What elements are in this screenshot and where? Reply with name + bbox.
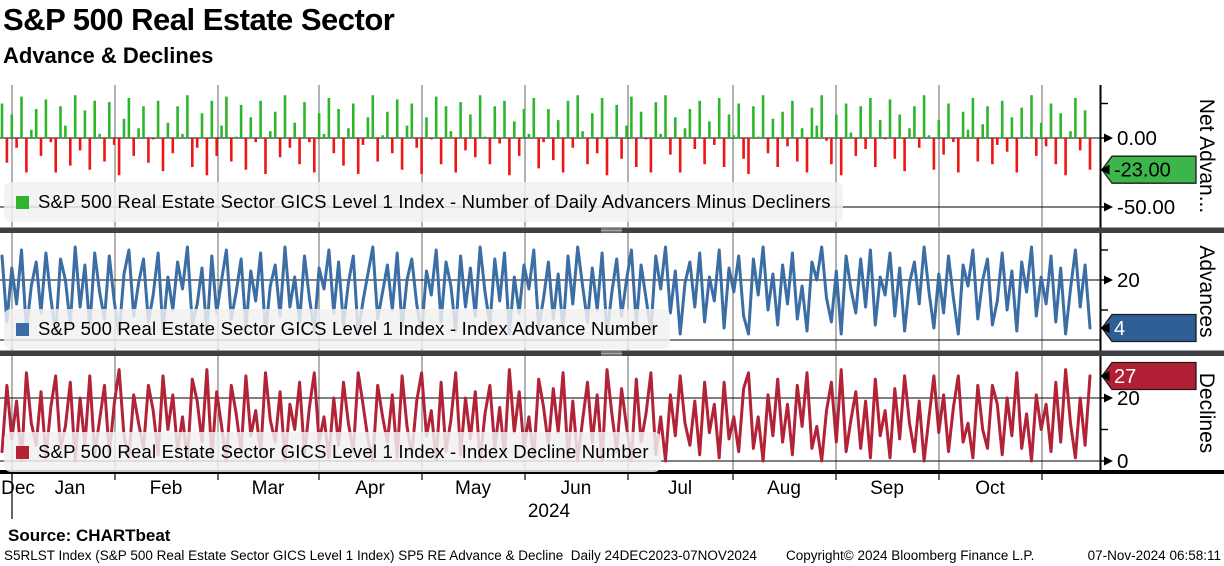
svg-text:Dec: Dec xyxy=(1,478,35,499)
svg-text:-23.00: -23.00 xyxy=(1114,160,1171,182)
svg-text:Jul: Jul xyxy=(668,478,692,499)
svg-text:Feb: Feb xyxy=(150,478,183,499)
page-subtitle: Advance & Declines xyxy=(3,43,214,68)
page-title: S&P 500 Real Estate Sector xyxy=(3,2,395,37)
panel-separator-0[interactable] xyxy=(0,227,1224,234)
legend-net-advancers[interactable]: S&P 500 Real Estate Sector GICS Level 1 … xyxy=(4,182,843,222)
svg-text:Jan: Jan xyxy=(55,478,86,499)
svg-text:27: 27 xyxy=(1114,366,1136,388)
footer-bar: S5RLST Index (S&P 500 Real Estate Sector… xyxy=(0,546,1224,566)
svg-text:Apr: Apr xyxy=(355,478,385,499)
svg-text:0: 0 xyxy=(1117,450,1128,473)
footer-instrument: S5RLST Index (S&P 500 Real Estate Sector… xyxy=(4,548,757,563)
last-value-badge-1: 4 xyxy=(1100,313,1197,343)
svg-text:Aug: Aug xyxy=(767,478,801,499)
net-advancers-bars xyxy=(0,95,1092,176)
svg-text:Oct: Oct xyxy=(975,478,1005,499)
legend-label-net: S&P 500 Real Estate Sector GICS Level 1 … xyxy=(38,191,831,212)
year-label: 2024 xyxy=(528,501,571,522)
declines-line xyxy=(0,368,1092,463)
legend-label-declines: S&P 500 Real Estate Sector GICS Level 1 … xyxy=(38,441,649,462)
legend-declines[interactable]: S&P 500 Real Estate Sector GICS Level 1 … xyxy=(4,432,661,472)
source-label: Source: CHARTbeat xyxy=(8,526,171,545)
x-axis-line xyxy=(0,470,1224,474)
svg-text:Sep: Sep xyxy=(870,478,904,499)
footer-datetime: 07-Nov-2024 06:58:11 xyxy=(1087,548,1221,563)
svg-text:0.00: 0.00 xyxy=(1117,127,1157,150)
svg-text:-50.00: -50.00 xyxy=(1117,196,1175,219)
chart-area: 0.00 -50.00 20 20 0 Dec Jan Feb Mar Apr May Jun Jul A… xyxy=(0,80,1224,526)
legend-swatch-blue xyxy=(16,322,29,336)
legend-advances[interactable]: S&P 500 Real Estate Sector GICS Level 1 … xyxy=(4,309,670,349)
svg-text:4: 4 xyxy=(1114,318,1125,340)
footer-copyright: Copyright© 2024 Bloomberg Finance L.P. xyxy=(786,548,1035,563)
panel-title-0: Net Advan... xyxy=(1195,99,1218,213)
legend-swatch-red xyxy=(16,445,29,459)
month-axis: Dec Jan Feb Mar Apr May Jun Jul Aug Sep Oct 2024 xyxy=(1,474,1043,522)
panel-title-1: Advances xyxy=(1195,245,1218,337)
svg-text:20: 20 xyxy=(1117,387,1140,410)
svg-text:20: 20 xyxy=(1117,269,1140,292)
advances-line xyxy=(0,245,1092,336)
legend-swatch-green xyxy=(16,195,29,209)
panel-title-2: Declines xyxy=(1195,373,1218,454)
last-value-badge-2: 27 xyxy=(1100,361,1197,391)
last-value-badge-0: -23.00 xyxy=(1100,155,1197,184)
svg-text:May: May xyxy=(455,478,491,499)
panel-separator-1[interactable] xyxy=(0,350,1224,357)
svg-text:Mar: Mar xyxy=(252,478,285,499)
svg-text:Jun: Jun xyxy=(561,478,592,499)
legend-label-advances: S&P 500 Real Estate Sector GICS Level 1 … xyxy=(38,318,658,339)
